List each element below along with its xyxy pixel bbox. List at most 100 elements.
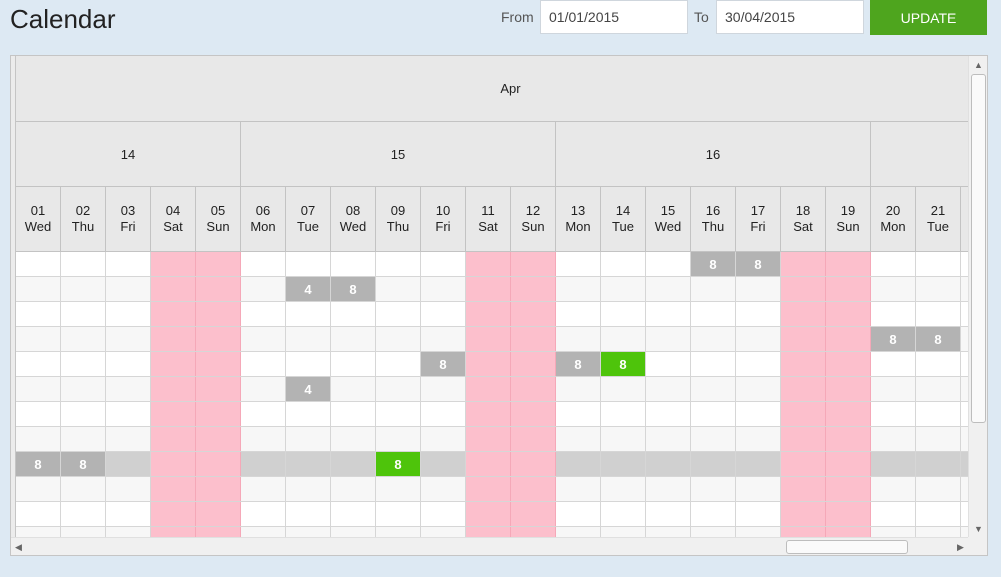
day-cell[interactable]	[466, 252, 511, 276]
hours-entry[interactable]: 8	[691, 252, 736, 276]
day-cell[interactable]	[556, 277, 601, 301]
day-cell[interactable]	[286, 252, 331, 276]
day-cell[interactable]	[601, 502, 646, 526]
day-cell[interactable]	[916, 377, 961, 401]
day-cell[interactable]	[961, 427, 968, 451]
day-cell[interactable]	[196, 402, 241, 426]
day-cell[interactable]	[421, 377, 466, 401]
day-cell[interactable]	[106, 502, 151, 526]
day-cell[interactable]	[196, 427, 241, 451]
to-date-input[interactable]	[716, 0, 864, 34]
day-cell[interactable]	[241, 277, 286, 301]
hours-entry[interactable]: 8	[376, 452, 421, 476]
day-cell[interactable]	[961, 352, 968, 376]
day-cell[interactable]	[511, 502, 556, 526]
day-cell[interactable]	[331, 477, 376, 501]
day-cell[interactable]	[241, 527, 286, 538]
day-cell[interactable]	[556, 452, 601, 476]
day-cell[interactable]	[16, 252, 61, 276]
day-cell[interactable]	[511, 352, 556, 376]
day-cell[interactable]	[961, 327, 968, 351]
day-cell[interactable]	[871, 377, 916, 401]
day-cell[interactable]	[916, 277, 961, 301]
day-cell[interactable]	[781, 277, 826, 301]
day-cell[interactable]	[16, 327, 61, 351]
day-cell[interactable]	[871, 477, 916, 501]
day-cell[interactable]	[916, 302, 961, 326]
day-cell[interactable]	[601, 277, 646, 301]
day-cell[interactable]	[601, 402, 646, 426]
day-cell[interactable]	[961, 377, 968, 401]
day-cell[interactable]	[466, 527, 511, 538]
day-cell[interactable]	[196, 527, 241, 538]
day-cell[interactable]	[736, 377, 781, 401]
day-cell[interactable]	[106, 302, 151, 326]
day-cell[interactable]	[331, 377, 376, 401]
day-cell[interactable]	[556, 502, 601, 526]
hours-entry[interactable]: 8	[331, 277, 376, 301]
hours-entry[interactable]: 8	[601, 352, 646, 376]
day-cell[interactable]	[556, 477, 601, 501]
day-cell[interactable]	[826, 402, 871, 426]
day-cell[interactable]	[466, 327, 511, 351]
day-cell[interactable]	[736, 352, 781, 376]
day-cell[interactable]	[196, 302, 241, 326]
day-cell[interactable]	[826, 302, 871, 326]
from-date-input[interactable]	[540, 0, 688, 34]
day-cell[interactable]	[241, 452, 286, 476]
day-cell[interactable]	[961, 277, 968, 301]
day-cell[interactable]	[16, 377, 61, 401]
day-cell[interactable]	[646, 377, 691, 401]
hours-entry[interactable]: 4	[286, 277, 331, 301]
day-cell[interactable]	[241, 427, 286, 451]
day-cell[interactable]	[826, 427, 871, 451]
day-cell[interactable]	[781, 477, 826, 501]
day-cell[interactable]	[826, 252, 871, 276]
day-cell[interactable]	[556, 527, 601, 538]
day-cell[interactable]	[916, 452, 961, 476]
day-cell[interactable]	[151, 377, 196, 401]
day-cell[interactable]	[466, 277, 511, 301]
day-cell[interactable]	[61, 477, 106, 501]
day-cell[interactable]	[961, 502, 968, 526]
day-cell[interactable]	[286, 502, 331, 526]
day-cell[interactable]	[16, 302, 61, 326]
day-cell[interactable]	[196, 277, 241, 301]
day-cell[interactable]	[16, 427, 61, 451]
day-cell[interactable]	[376, 302, 421, 326]
day-cell[interactable]	[961, 452, 968, 476]
day-cell[interactable]	[556, 327, 601, 351]
day-cell[interactable]	[736, 402, 781, 426]
day-cell[interactable]	[781, 302, 826, 326]
day-cell[interactable]	[106, 377, 151, 401]
day-cell[interactable]	[556, 402, 601, 426]
day-cell[interactable]	[376, 402, 421, 426]
hours-entry[interactable]: 8	[736, 252, 781, 276]
day-cell[interactable]	[196, 477, 241, 501]
day-cell[interactable]	[466, 377, 511, 401]
day-cell[interactable]	[781, 527, 826, 538]
day-cell[interactable]	[376, 327, 421, 351]
day-cell[interactable]	[286, 302, 331, 326]
day-cell[interactable]	[781, 502, 826, 526]
day-cell[interactable]	[331, 527, 376, 538]
day-cell[interactable]	[826, 327, 871, 351]
day-cell[interactable]	[241, 352, 286, 376]
day-cell[interactable]	[106, 352, 151, 376]
day-cell[interactable]	[916, 527, 961, 538]
day-cell[interactable]	[466, 402, 511, 426]
day-cell[interactable]	[16, 477, 61, 501]
day-cell[interactable]	[556, 377, 601, 401]
day-cell[interactable]	[196, 377, 241, 401]
day-cell[interactable]	[466, 452, 511, 476]
scroll-down-icon[interactable]: ▼	[974, 524, 983, 534]
scroll-left-icon[interactable]: ◀	[15, 542, 22, 552]
day-cell[interactable]	[511, 427, 556, 451]
day-cell[interactable]	[781, 252, 826, 276]
day-cell[interactable]	[736, 427, 781, 451]
hours-entry[interactable]: 8	[916, 327, 961, 351]
day-cell[interactable]	[16, 402, 61, 426]
day-cell[interactable]	[781, 327, 826, 351]
day-cell[interactable]	[646, 302, 691, 326]
day-cell[interactable]	[196, 502, 241, 526]
